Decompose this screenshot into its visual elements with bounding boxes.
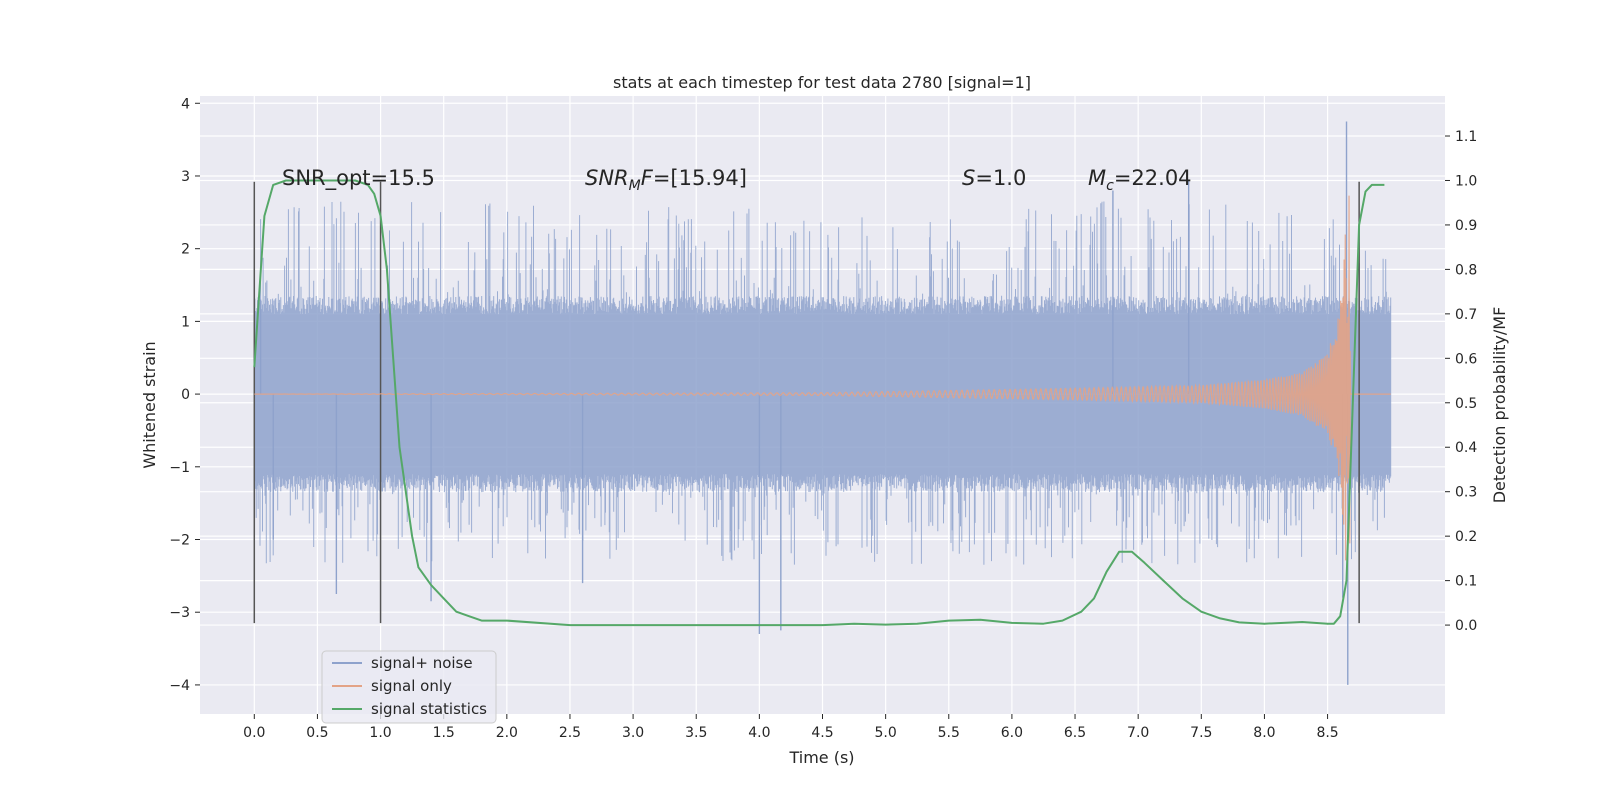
yr-tick-label-3: 0.3	[1455, 485, 1477, 501]
yr-tick-label-0: 0.0	[1455, 618, 1477, 634]
x-tick-label-8: 4.0	[748, 725, 770, 741]
yr-tick-label-1: 0.1	[1455, 574, 1477, 590]
legend: signal+ noise signal only signal statist…	[321, 650, 497, 724]
x-tick-label-10: 5.0	[875, 725, 897, 741]
x-tick-label-7: 3.5	[685, 725, 707, 741]
x-tick-label-16: 8.0	[1253, 725, 1275, 741]
x-tick-label-11: 5.5	[938, 725, 960, 741]
left-y-axis-label: Whitened strain	[140, 341, 159, 468]
yr-tick-label-4: 0.4	[1455, 440, 1477, 456]
yl-tick-label-0: −4	[169, 678, 190, 694]
annotation-s: S=1.0	[962, 166, 1026, 190]
series-signal-only	[254, 195, 1391, 561]
annotation-mc: Mc=22.04	[1088, 166, 1192, 194]
yl-tick-label-5: 1	[181, 314, 190, 330]
legend-label-signal-noise: signal+ noise	[371, 654, 473, 672]
yr-tick-label-10: 1.0	[1455, 173, 1477, 189]
x-tick-label-6: 3.0	[622, 725, 644, 741]
chart-title: stats at each timestep for test data 278…	[613, 73, 1031, 92]
yl-tick-label-3: −1	[169, 460, 190, 476]
yl-tick-label-2: −2	[169, 533, 190, 549]
yr-tick-label-11: 1.1	[1455, 129, 1477, 145]
x-tick-label-2: 1.0	[369, 725, 391, 741]
signal-only-trace	[254, 195, 1391, 561]
right-y-axis-label: Detection probability/MF	[1490, 307, 1509, 504]
x-tick-label-3: 1.5	[433, 725, 455, 741]
yl-tick-label-8: 4	[181, 96, 190, 112]
yr-tick-label-9: 0.9	[1455, 218, 1477, 234]
yl-tick-label-1: −3	[169, 605, 190, 621]
yl-tick-label-7: 3	[181, 169, 190, 185]
legend-label-signal-only: signal only	[371, 677, 452, 695]
signal-statistics-line	[253, 179, 1385, 627]
yr-tick-label-5: 0.5	[1455, 396, 1477, 412]
yr-tick-label-6: 0.6	[1455, 351, 1477, 367]
x-axis-label: Time (s)	[788, 748, 854, 767]
vertical-markers	[253, 181, 1360, 624]
yl-tick-label-6: 2	[181, 242, 190, 258]
left-y-axis-ticks: −4 −3 −2 −1 0 1 2 3 4	[169, 96, 200, 694]
x-axis-ticks: 0.0 0.5 1.0 1.5 2.0 2.5 3.0 3.5 4.0 4.5 5.0 5.5 6.0 6…	[243, 714, 1339, 741]
x-tick-label-14: 7.0	[1127, 725, 1149, 741]
x-tick-label-12: 6.0	[1001, 725, 1023, 741]
x-tick-label-13: 6.5	[1064, 725, 1086, 741]
series-signal-statistics	[253, 179, 1385, 627]
yl-tick-label-4: 0	[181, 387, 190, 403]
x-tick-label-4: 2.0	[496, 725, 518, 741]
x-tick-label-0: 0.0	[243, 725, 265, 741]
x-tick-label-17: 8.5	[1316, 725, 1338, 741]
right-y-axis-ticks: 0.0 0.1 0.2 0.3 0.4 0.5 0.6 0.7 0.8 0.9 1.0 1.1	[1445, 129, 1477, 634]
legend-label-signal-statistics: signal statistics	[371, 700, 487, 718]
x-tick-label-1: 0.5	[306, 725, 328, 741]
yr-tick-label-7: 0.7	[1455, 307, 1477, 323]
annotation-snr-mf: SNRMF=[15.94]	[585, 166, 747, 194]
x-tick-label-15: 7.5	[1190, 725, 1212, 741]
annotation-snr-opt: SNR_opt=15.5	[282, 166, 435, 191]
legend-box	[321, 650, 497, 724]
x-tick-label-5: 2.5	[559, 725, 581, 741]
yr-tick-label-2: 0.2	[1455, 529, 1477, 545]
yr-tick-label-8: 0.8	[1455, 262, 1477, 278]
x-tick-label-9: 4.5	[811, 725, 833, 741]
